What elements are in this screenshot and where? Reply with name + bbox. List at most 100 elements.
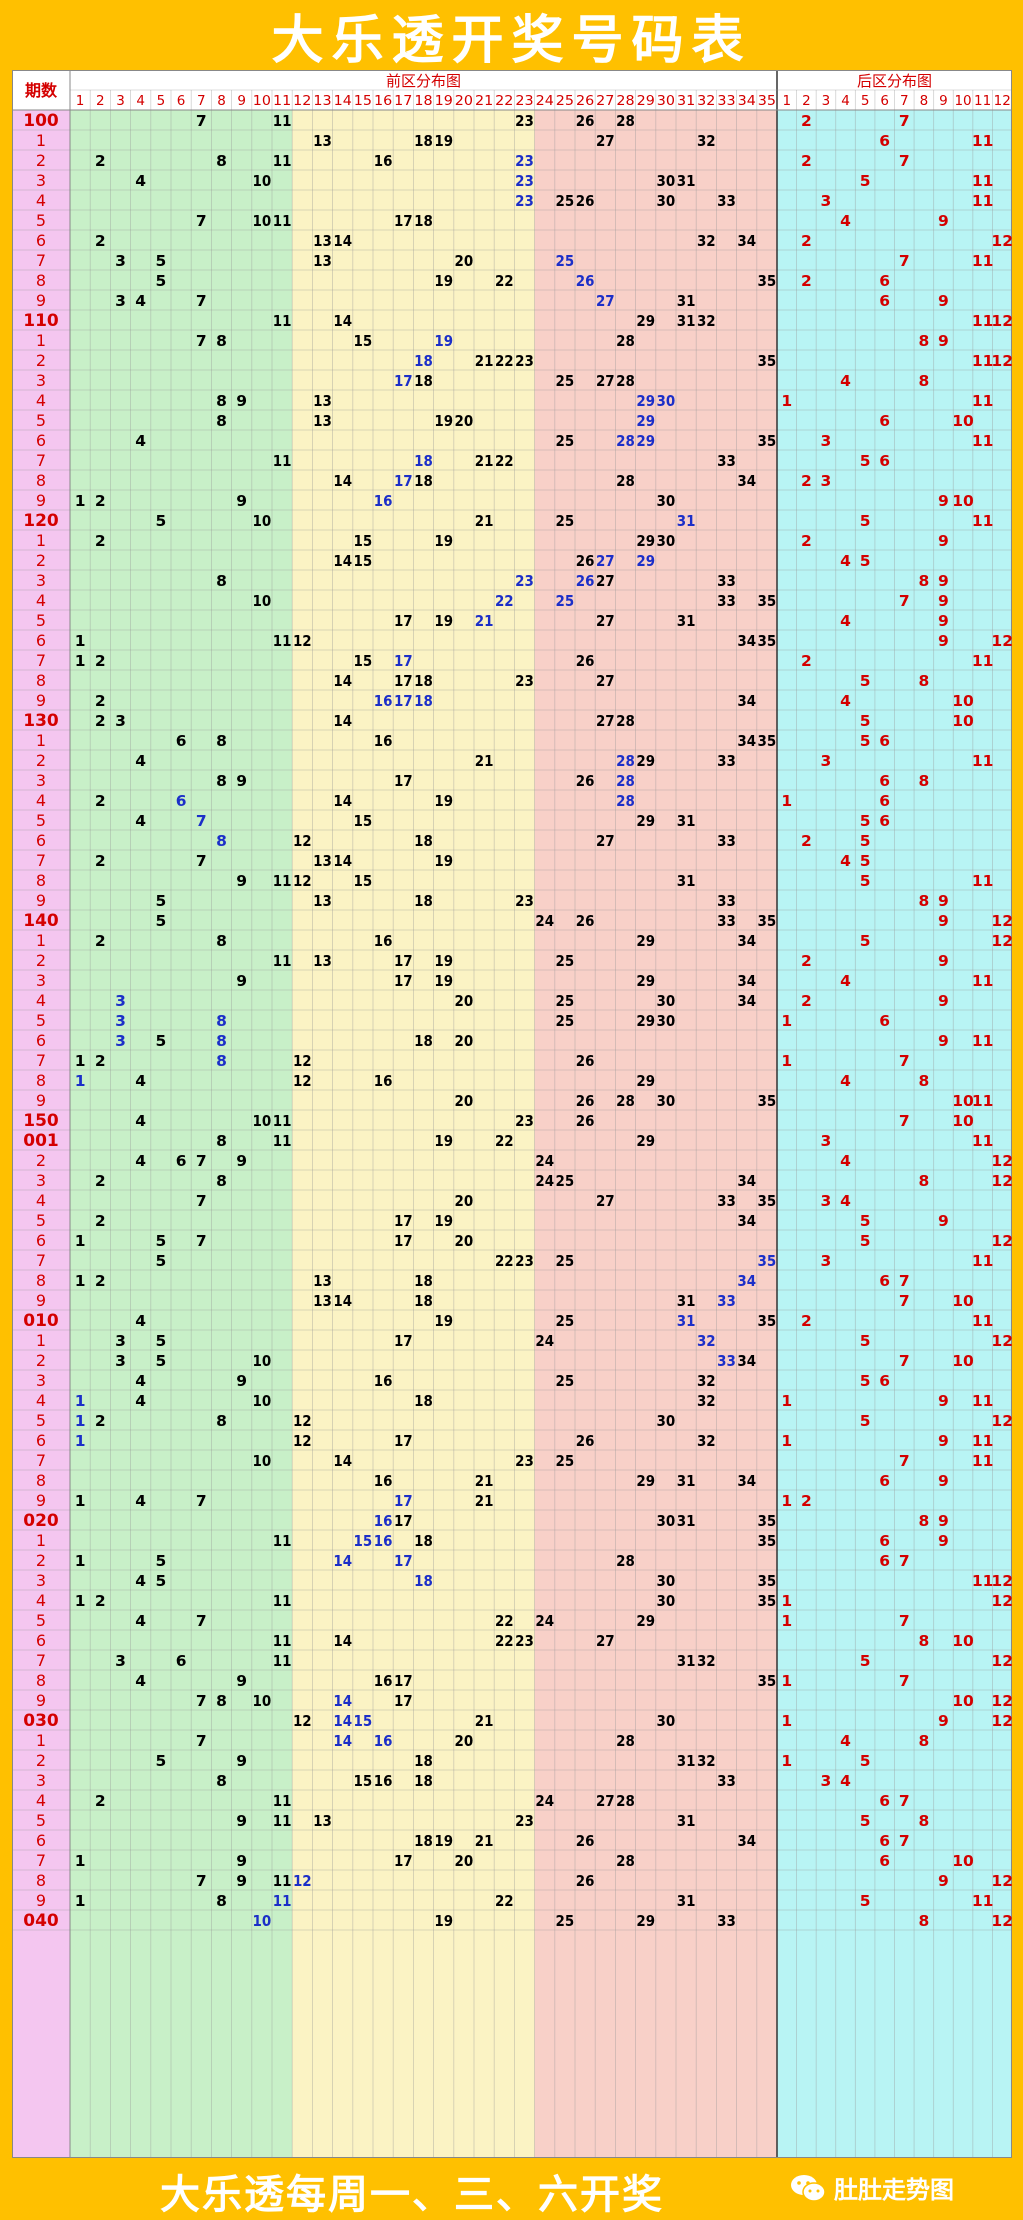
front-number: 9 <box>236 1872 247 1890</box>
front-number: 11 <box>273 1872 292 1890</box>
front-number: 31 <box>677 1512 696 1530</box>
period-label: 8 <box>36 1471 46 1490</box>
period-label: 3 <box>36 371 46 390</box>
front-number: 28 <box>616 1552 635 1570</box>
front-number: 10 <box>253 172 272 190</box>
front-col-header: 2 <box>96 93 105 109</box>
back-number: 11 <box>972 132 994 150</box>
front-number: 2 <box>95 492 106 510</box>
front-number: 13 <box>313 852 332 870</box>
back-number: 6 <box>879 1272 890 1290</box>
front-number: 2 <box>95 1272 106 1290</box>
period-label: 1 <box>36 331 46 350</box>
front-number: 15 <box>354 532 373 550</box>
back-number: 8 <box>918 1812 929 1830</box>
front-number: 15 <box>354 812 373 830</box>
front-number: 8 <box>216 1692 227 1710</box>
front-number: 2 <box>95 712 106 730</box>
back-number: 9 <box>938 592 949 610</box>
front-number: 24 <box>535 1152 554 1170</box>
front-number: 30 <box>657 172 676 190</box>
back-number: 11 <box>972 1032 994 1050</box>
back-number: 4 <box>840 372 851 390</box>
front-number: 10 <box>253 1392 272 1410</box>
front-number: 15 <box>354 872 373 890</box>
front-number: 18 <box>414 832 433 850</box>
back-number: 7 <box>899 1292 910 1310</box>
front-number: 7 <box>196 1872 207 1890</box>
front-number: 22 <box>495 452 514 470</box>
front-number: 13 <box>313 252 332 270</box>
back-number: 2 <box>801 832 812 850</box>
front-number: 29 <box>636 1072 655 1090</box>
front-number: 9 <box>236 492 247 510</box>
front-col-header: 18 <box>414 93 432 109</box>
front-number-repeat: 22 <box>495 592 514 610</box>
front-number: 10 <box>253 1352 272 1370</box>
back-number: 5 <box>860 672 871 690</box>
period-label: 2 <box>36 1751 46 1770</box>
front-number-repeat: 29 <box>636 552 655 570</box>
front-col-header: 10 <box>253 93 271 109</box>
front-number: 24 <box>535 912 554 930</box>
period-label: 6 <box>36 831 46 850</box>
back-number: 4 <box>840 1072 851 1090</box>
back-number: 12 <box>991 1912 1012 1930</box>
back-number: 12 <box>991 1412 1012 1430</box>
back-number: 9 <box>938 212 949 230</box>
front-number-repeat: 29 <box>636 432 655 450</box>
front-number-repeat: 23 <box>515 172 534 190</box>
front-number: 20 <box>455 1732 474 1750</box>
period-label: 5 <box>36 1011 46 1030</box>
front-number: 15 <box>354 332 373 350</box>
back-number: 10 <box>952 1352 974 1370</box>
front-number: 25 <box>556 952 575 970</box>
front-number: 7 <box>196 1692 207 1710</box>
back-number: 5 <box>860 452 871 470</box>
front-number-repeat: 23 <box>515 572 534 590</box>
front-number: 24 <box>535 1792 554 1810</box>
front-number: 4 <box>135 1612 146 1630</box>
front-zone-3-bg <box>534 110 777 2158</box>
front-number: 4 <box>135 432 146 450</box>
front-number-repeat: 14 <box>333 1692 352 1710</box>
back-number: 10 <box>952 412 974 430</box>
front-number: 16 <box>374 1772 393 1790</box>
back-number: 5 <box>860 1812 871 1830</box>
front-number: 28 <box>616 1792 635 1810</box>
back-number: 3 <box>821 1772 832 1790</box>
front-number: 21 <box>475 1712 494 1730</box>
back-number: 11 <box>972 192 994 210</box>
front-number: 32 <box>697 232 716 250</box>
back-number: 3 <box>821 1192 832 1210</box>
front-number: 5 <box>156 912 167 930</box>
period-label: 7 <box>36 1451 46 1470</box>
back-number: 2 <box>801 152 812 170</box>
front-number: 6 <box>176 1152 187 1170</box>
front-number: 23 <box>515 1112 534 1130</box>
period-label: 6 <box>36 631 46 650</box>
front-number: 16 <box>374 1672 393 1690</box>
back-number: 4 <box>840 1772 851 1790</box>
period-label: 2 <box>36 751 46 770</box>
back-zone-bg <box>777 110 1012 2158</box>
front-number: 6 <box>176 1652 187 1670</box>
front-number: 18 <box>414 1832 433 1850</box>
front-number: 5 <box>156 1252 167 1270</box>
back-number: 10 <box>952 492 974 510</box>
front-zone-1-bg <box>70 110 293 2158</box>
back-number: 6 <box>879 132 890 150</box>
front-number: 18 <box>414 372 433 390</box>
front-number: 5 <box>156 512 167 530</box>
back-number: 2 <box>801 952 812 970</box>
back-number: 9 <box>938 912 949 930</box>
front-number: 9 <box>236 1852 247 1870</box>
front-number: 32 <box>697 1372 716 1390</box>
back-number: 7 <box>899 252 910 270</box>
front-number: 16 <box>374 1372 393 1390</box>
back-number: 11 <box>972 1092 994 1110</box>
back-col-header: 1 <box>782 93 791 109</box>
back-number: 1 <box>781 792 792 810</box>
front-number: 32 <box>697 1432 716 1450</box>
back-number: 1 <box>781 1592 792 1610</box>
